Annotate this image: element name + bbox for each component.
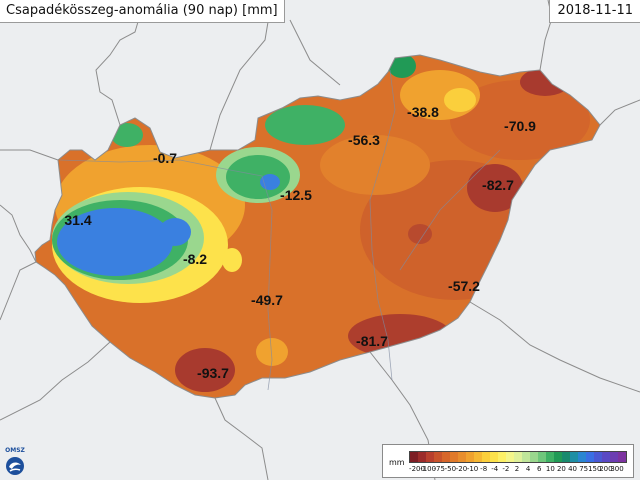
- border-croatia-serbia: [214, 397, 269, 480]
- legend-tick-label: 300: [610, 465, 624, 473]
- legend-swatch: [426, 452, 434, 462]
- value-label: -12.5: [280, 187, 312, 203]
- omsz-logo: OMSZ: [3, 447, 27, 477]
- legend-swatch: [546, 452, 554, 462]
- field-center-yellow-spot: [222, 248, 242, 272]
- value-label: -49.7: [251, 292, 283, 308]
- legend-swatch: [498, 452, 506, 462]
- legend-color-bar: [409, 451, 627, 463]
- field-northeast: [450, 80, 590, 160]
- legend-swatch: [594, 452, 602, 462]
- legend-tick-label: 75: [579, 465, 589, 473]
- legend-swatch: [434, 452, 442, 462]
- border-ukraine-romania: [599, 99, 640, 126]
- legend-swatch: [418, 452, 426, 462]
- value-label: -93.7: [197, 365, 229, 381]
- field-southwest-dry: [175, 348, 235, 392]
- legend-swatch: [610, 452, 618, 462]
- legend-swatch: [570, 452, 578, 462]
- field-north-center: [320, 135, 430, 195]
- omsz-logo-icon: [6, 457, 24, 475]
- field-center-dry: [408, 224, 432, 244]
- legend-swatch: [506, 452, 514, 462]
- value-labels: -0.7 31.4 -8.2 -12.5 -56.3 -38.8 -70.9 -…: [64, 104, 536, 381]
- legend-swatch: [482, 452, 490, 462]
- legend-swatch: [602, 452, 610, 462]
- legend-swatch: [618, 452, 626, 462]
- map-title: Csapadékösszeg-anomália (90 nap) [mm]: [0, 0, 285, 23]
- field-west-blue: [57, 208, 173, 276]
- legend-swatch: [530, 452, 538, 462]
- value-label: -70.9: [504, 118, 536, 134]
- border-slovakia-inner: [289, 19, 341, 86]
- legend-swatch: [538, 452, 546, 462]
- legend-swatch: [466, 452, 474, 462]
- field-north-yellow: [444, 88, 476, 112]
- legend-tick-label: 200: [599, 465, 613, 473]
- legend-tick-label: 4: [525, 465, 531, 473]
- border-austria-west: [0, 149, 59, 161]
- field-west-blue-spur: [159, 218, 191, 246]
- legend-tick-label: 150: [588, 465, 602, 473]
- border-romania-south: [469, 301, 640, 393]
- value-label: -82.7: [482, 177, 514, 193]
- field-nw-green: [111, 123, 143, 147]
- legend-tick-label: 40: [568, 465, 578, 473]
- legend-tick-label: 2: [514, 465, 520, 473]
- color-legend: mm -200 -100 -75 -50 -20 -10 -8 -4 -2 2 4 6 10 20 40 75…: [382, 444, 634, 478]
- legend-swatch: [410, 452, 418, 462]
- legend-swatch: [450, 452, 458, 462]
- legend-swatch: [554, 452, 562, 462]
- value-label: -0.7: [153, 150, 177, 166]
- legend-tick-label: -10: [466, 465, 479, 473]
- legend-swatch: [442, 452, 450, 462]
- danube-river: [59, 159, 273, 391]
- legend-tick-label: -20: [455, 465, 468, 473]
- field-debrecen-dry: [467, 164, 523, 212]
- logo-text: OMSZ: [5, 447, 25, 454]
- field-ne-green: [388, 55, 416, 78]
- legend-tick-label: 6: [536, 465, 542, 473]
- value-label: -56.3: [348, 132, 380, 148]
- legend-tick-label: -2: [502, 465, 510, 473]
- field-north-green: [265, 105, 345, 145]
- legend-tick-label: -4: [491, 465, 499, 473]
- value-label: -38.8: [407, 104, 439, 120]
- legend-tick-label: -100: [420, 465, 437, 473]
- legend-tick-label: -75: [433, 465, 445, 473]
- legend-swatch: [490, 452, 498, 462]
- field-center-blue: [260, 174, 280, 190]
- legend-unit: mm: [389, 458, 405, 467]
- legend-tick-label: -200: [409, 465, 425, 473]
- legend-tick-label: 20: [556, 465, 566, 473]
- legend-swatch: [562, 452, 570, 462]
- legend-swatch: [458, 452, 466, 462]
- field-south-orange-spot: [256, 338, 288, 366]
- border-croatia: [0, 341, 111, 421]
- border-austria-slovenia: [0, 204, 37, 263]
- legend-swatch: [578, 452, 586, 462]
- koros-river: [399, 149, 501, 271]
- value-label: -8.2: [183, 251, 207, 267]
- field-ne-corner-dry: [520, 68, 570, 96]
- tisza-river: [369, 69, 396, 381]
- map-date: 2018-11-11: [549, 0, 640, 23]
- border-slovenia: [0, 261, 37, 321]
- legend-ticks: -200 -100 -75 -50 -20 -10 -8 -4 -2 2 4 6 10 20 40 75 150…: [409, 465, 625, 475]
- value-label: -57.2: [448, 278, 480, 294]
- legend-tick-label: -8: [480, 465, 488, 473]
- value-label: 31.4: [64, 212, 91, 228]
- legend-tick-label: 10: [545, 465, 555, 473]
- value-label: -81.7: [356, 333, 388, 349]
- legend-swatch: [522, 452, 530, 462]
- rivers: [59, 69, 501, 391]
- legend-tick-label: -50: [444, 465, 457, 473]
- legend-swatch: [474, 452, 482, 462]
- legend-swatch: [514, 452, 522, 462]
- legend-swatch: [586, 452, 594, 462]
